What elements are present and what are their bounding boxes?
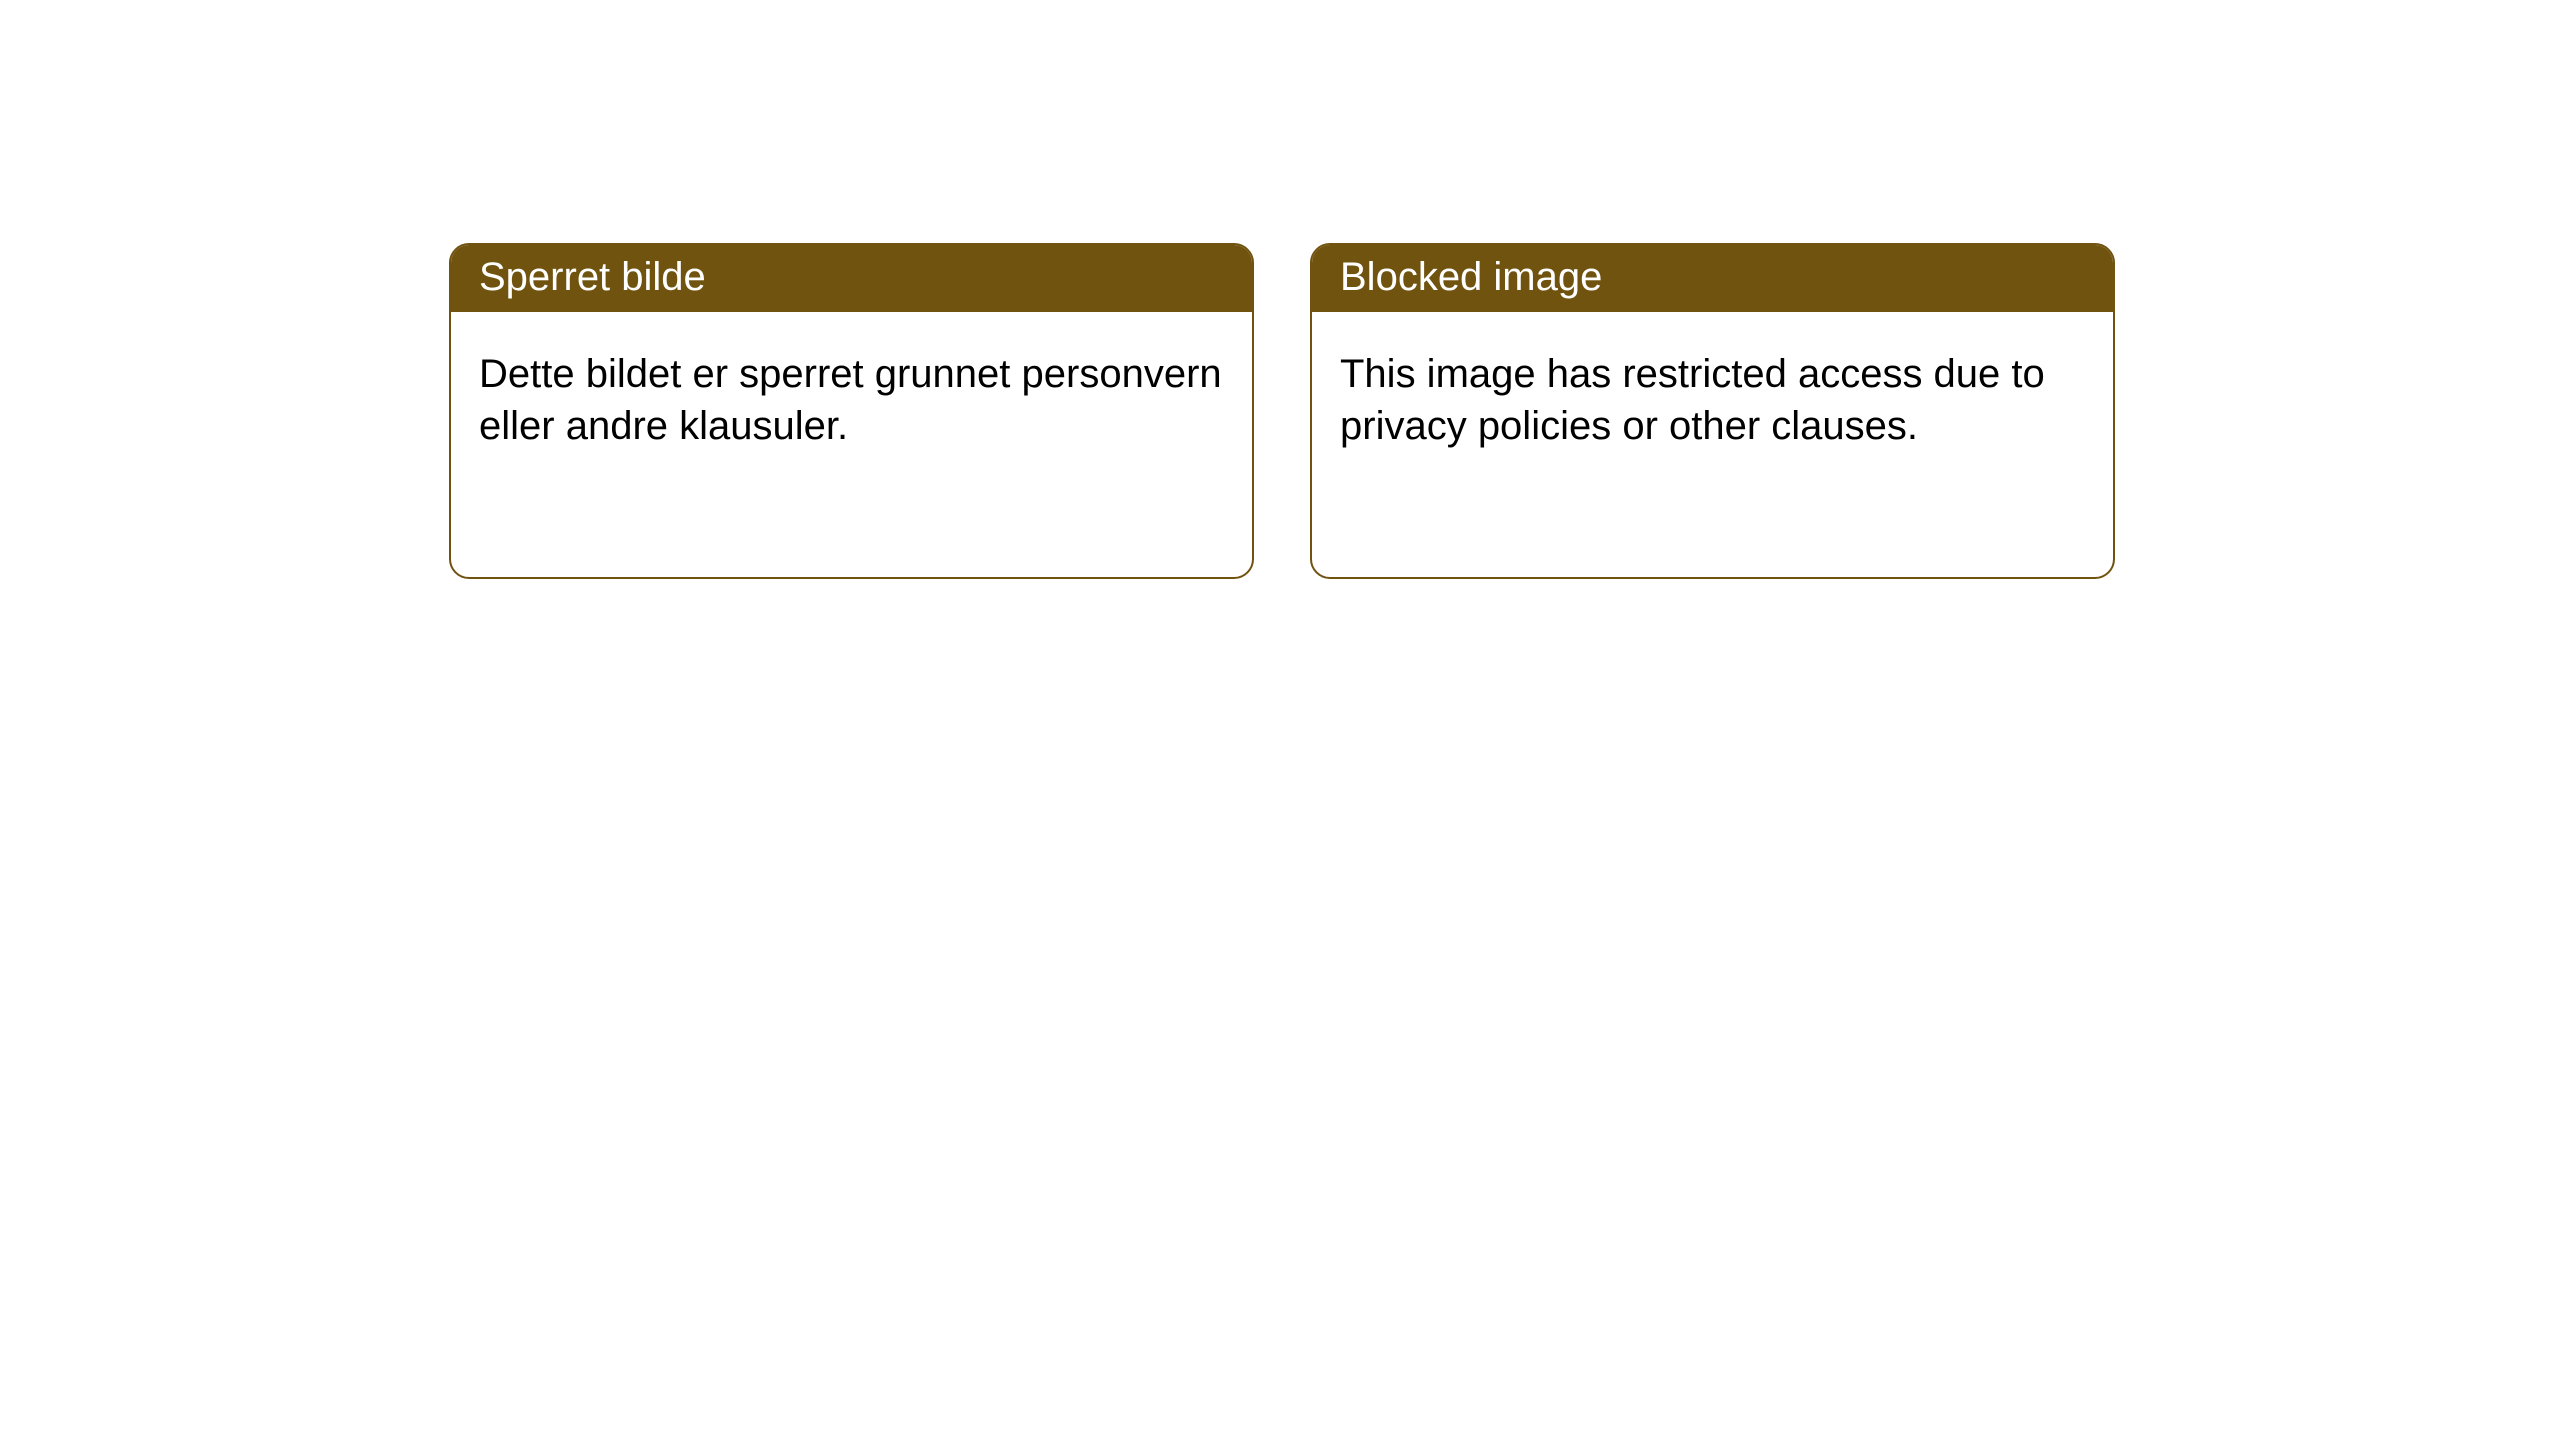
notice-container: Sperret bilde Dette bildet er sperret gr…: [449, 243, 2115, 579]
notice-body-norwegian: Dette bildet er sperret grunnet personve…: [451, 312, 1252, 488]
notice-header-english: Blocked image: [1312, 245, 2113, 312]
notice-header-norwegian: Sperret bilde: [451, 245, 1252, 312]
notice-card-norwegian: Sperret bilde Dette bildet er sperret gr…: [449, 243, 1254, 579]
notice-message: Dette bildet er sperret grunnet personve…: [479, 352, 1222, 448]
notice-title: Sperret bilde: [479, 255, 706, 299]
notice-card-english: Blocked image This image has restricted …: [1310, 243, 2115, 579]
notice-title: Blocked image: [1340, 255, 1602, 299]
notice-message: This image has restricted access due to …: [1340, 352, 2045, 448]
notice-body-english: This image has restricted access due to …: [1312, 312, 2113, 488]
